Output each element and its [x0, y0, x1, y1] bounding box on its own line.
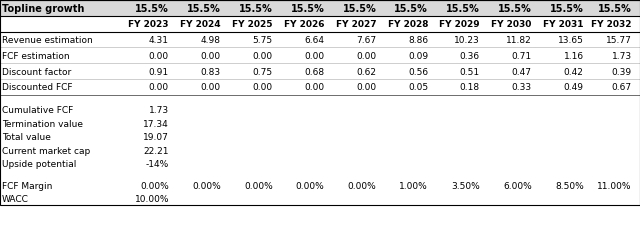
- Text: 0.33: 0.33: [512, 83, 532, 92]
- Text: FY 2027: FY 2027: [336, 20, 376, 29]
- Text: 0.00: 0.00: [201, 52, 221, 61]
- Text: 0.42: 0.42: [564, 67, 584, 76]
- Text: 0.00: 0.00: [356, 52, 376, 61]
- Text: FY 2024: FY 2024: [180, 20, 221, 29]
- Text: 0.00: 0.00: [149, 83, 169, 92]
- Text: 1.00%: 1.00%: [399, 181, 428, 190]
- Text: FY 2029: FY 2029: [440, 20, 480, 29]
- Bar: [0, 1, 640, 205]
- Text: 13.65: 13.65: [558, 36, 584, 45]
- Text: 4.31: 4.31: [149, 36, 169, 45]
- Text: 6.00%: 6.00%: [503, 181, 532, 190]
- Text: 15.5%: 15.5%: [394, 4, 428, 14]
- Text: 0.00: 0.00: [201, 83, 221, 92]
- Text: FCF estimation: FCF estimation: [2, 52, 70, 61]
- Text: 0.68: 0.68: [305, 67, 324, 76]
- Text: 0.00%: 0.00%: [244, 181, 273, 190]
- Text: Topline growth: Topline growth: [2, 4, 84, 14]
- Text: 15.5%: 15.5%: [135, 4, 169, 14]
- Text: 0.09: 0.09: [408, 52, 428, 61]
- Text: 0.00%: 0.00%: [192, 181, 221, 190]
- Text: 11.82: 11.82: [506, 36, 532, 45]
- Text: 15.5%: 15.5%: [550, 4, 584, 14]
- Text: FCF Margin: FCF Margin: [2, 181, 52, 190]
- Text: 15.5%: 15.5%: [239, 4, 273, 14]
- Text: 10.23: 10.23: [454, 36, 480, 45]
- Text: 0.05: 0.05: [408, 83, 428, 92]
- Text: Discount factor: Discount factor: [2, 67, 71, 76]
- Text: 5.75: 5.75: [253, 36, 273, 45]
- Text: 0.39: 0.39: [612, 67, 632, 76]
- Text: 0.00: 0.00: [356, 83, 376, 92]
- Text: 0.71: 0.71: [512, 52, 532, 61]
- Text: 15.5%: 15.5%: [498, 4, 532, 14]
- Text: 0.75: 0.75: [253, 67, 273, 76]
- Text: 22.21: 22.21: [143, 146, 169, 155]
- Text: 15.5%: 15.5%: [598, 4, 632, 14]
- Text: 15.5%: 15.5%: [342, 4, 376, 14]
- Text: 0.00: 0.00: [253, 83, 273, 92]
- Text: 0.18: 0.18: [460, 83, 480, 92]
- Bar: [0, 1, 640, 17]
- Text: 1.73: 1.73: [612, 52, 632, 61]
- Text: 0.51: 0.51: [460, 67, 480, 76]
- Text: 0.00%: 0.00%: [348, 181, 376, 190]
- Text: WACC: WACC: [2, 194, 29, 203]
- Text: 0.91: 0.91: [149, 67, 169, 76]
- Text: 0.67: 0.67: [612, 83, 632, 92]
- Text: 3.50%: 3.50%: [451, 181, 480, 190]
- Text: 15.77: 15.77: [606, 36, 632, 45]
- Text: 15.5%: 15.5%: [187, 4, 221, 14]
- Text: FY 2025: FY 2025: [232, 20, 273, 29]
- Text: 0.62: 0.62: [356, 67, 376, 76]
- Text: FY 2032: FY 2032: [591, 20, 632, 29]
- Text: 11.00%: 11.00%: [597, 181, 632, 190]
- Text: Current market cap: Current market cap: [2, 146, 90, 155]
- Text: Total value: Total value: [2, 133, 51, 141]
- Text: FY 2028: FY 2028: [388, 20, 428, 29]
- Text: FY 2030: FY 2030: [492, 20, 532, 29]
- Text: Discounted FCF: Discounted FCF: [2, 83, 72, 92]
- Text: 19.07: 19.07: [143, 133, 169, 141]
- Text: 15.5%: 15.5%: [291, 4, 324, 14]
- Text: Revenue estimation: Revenue estimation: [2, 36, 93, 45]
- Text: 0.49: 0.49: [564, 83, 584, 92]
- Text: -14%: -14%: [146, 159, 169, 168]
- Text: 0.00: 0.00: [305, 52, 324, 61]
- Text: 8.86: 8.86: [408, 36, 428, 45]
- Text: FY 2026: FY 2026: [284, 20, 324, 29]
- Text: Termination value: Termination value: [2, 119, 83, 128]
- Text: 1.73: 1.73: [149, 106, 169, 115]
- Text: FY 2023: FY 2023: [129, 20, 169, 29]
- Text: 6.64: 6.64: [305, 36, 324, 45]
- Text: 0.56: 0.56: [408, 67, 428, 76]
- Text: 0.00: 0.00: [253, 52, 273, 61]
- Text: 1.16: 1.16: [564, 52, 584, 61]
- Text: 8.50%: 8.50%: [555, 181, 584, 190]
- Text: 0.36: 0.36: [460, 52, 480, 61]
- Text: FY 2031: FY 2031: [543, 20, 584, 29]
- Text: 15.5%: 15.5%: [446, 4, 480, 14]
- Text: 0.47: 0.47: [512, 67, 532, 76]
- Text: 0.83: 0.83: [201, 67, 221, 76]
- Text: 4.98: 4.98: [201, 36, 221, 45]
- Text: 0.00: 0.00: [149, 52, 169, 61]
- Text: Cumulative FCF: Cumulative FCF: [2, 106, 73, 115]
- Text: Upside potential: Upside potential: [2, 159, 76, 168]
- Text: 0.00%: 0.00%: [140, 181, 169, 190]
- Text: 17.34: 17.34: [143, 119, 169, 128]
- Text: 0.00: 0.00: [305, 83, 324, 92]
- Text: 0.00%: 0.00%: [296, 181, 324, 190]
- Text: 10.00%: 10.00%: [134, 194, 169, 203]
- Text: 7.67: 7.67: [356, 36, 376, 45]
